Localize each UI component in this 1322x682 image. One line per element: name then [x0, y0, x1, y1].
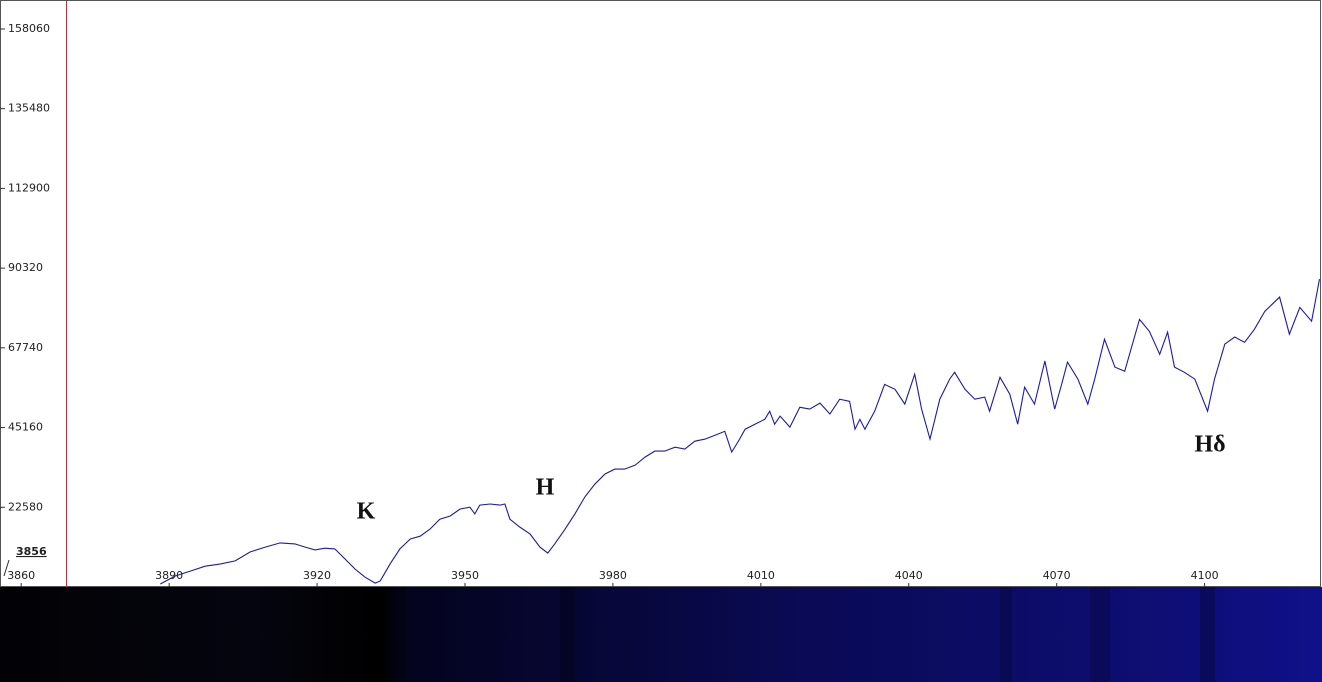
plot-frame [0, 0, 1321, 587]
y-tick-label: 158060 [8, 22, 50, 35]
x-start-label: 3856 [16, 545, 47, 558]
y-tick-label: 112900 [8, 181, 50, 194]
x-tick-label: 4100 [1191, 569, 1219, 582]
x-tick-label: 3980 [599, 569, 627, 582]
y-tick-label: 135480 [8, 102, 50, 115]
x-tick-label: 4070 [1043, 569, 1071, 582]
line-annotation: H [536, 475, 555, 501]
spectrum-strip [0, 587, 1322, 682]
x-tick-label: 4010 [747, 569, 775, 582]
x-tick-label: 3860 [7, 569, 35, 582]
y-tick-label: 22580 [8, 500, 43, 513]
chart: 3856 22580 45160 67740 90320 112900 135480 158… [0, 0, 1321, 587]
x-tick-label: 3950 [451, 569, 479, 582]
spectrum-line [160, 278, 1321, 585]
x-tick-label: 3890 [155, 569, 183, 582]
x-tick-label: 4040 [895, 569, 923, 582]
line-annotation: Hδ [1194, 432, 1225, 458]
y-tick-label: 67740 [8, 341, 43, 354]
y-tick-label: 90320 [8, 261, 43, 274]
y-tick-label: 45160 [8, 421, 43, 434]
x-tick-label: 3920 [303, 569, 331, 582]
line-annotation: K [357, 499, 376, 525]
x-start-marker [3, 559, 10, 577]
